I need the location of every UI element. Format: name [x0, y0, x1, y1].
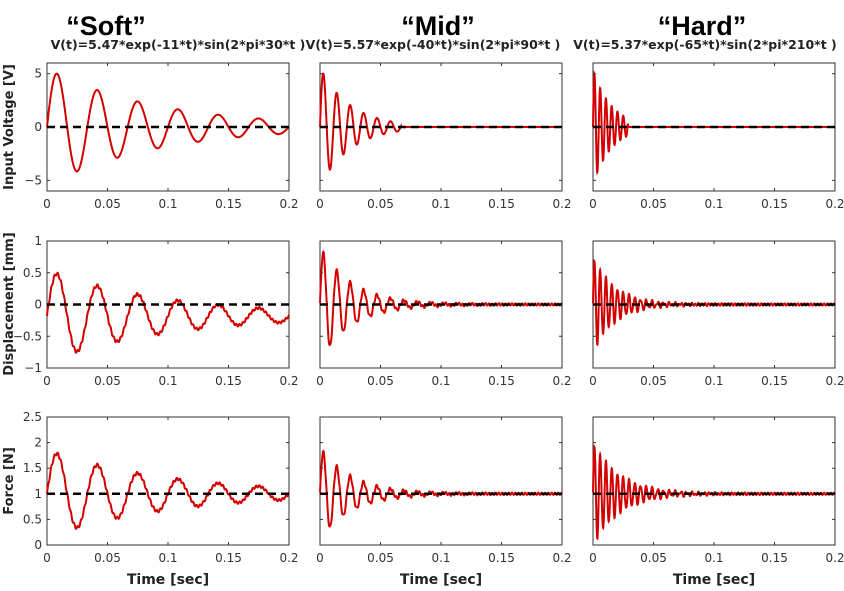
ylabel-force: Force [N]: [2, 447, 17, 515]
x-tick-label: 0.2: [279, 374, 298, 388]
panel-force-mid: 0 0.05 0.1 0.15 0.2: [316, 416, 572, 565]
formula-mid: V(t)=5.57*exp(-40*t)*sin(2*pi*90*t ): [306, 37, 561, 52]
plot-area: [46, 416, 290, 546]
panel-voltage-hard: 0 0.05 0.1 0.15 0.2: [589, 62, 844, 211]
panel-force-hard: 0 0.05 0.1 0.15 0.2: [589, 416, 844, 565]
x-tick-label: 0.1: [704, 197, 723, 211]
x-tick-label: 0: [316, 197, 324, 211]
signal-line: [46, 271, 290, 354]
y-tick-label: 0.5: [23, 266, 42, 280]
plot-area: [592, 416, 836, 546]
xlabel-mid: Time [sec]: [400, 572, 482, 588]
x-tick-label: 0.15: [488, 374, 515, 388]
x-tick-label: 0.2: [279, 197, 298, 211]
x-tick-label: 0.2: [552, 197, 571, 211]
panel-displacement-hard: 0 0.05 0.1 0.15 0.2: [589, 240, 844, 388]
column-title-hard: “Hard”: [658, 11, 747, 41]
x-tick-label: 0.05: [94, 551, 121, 565]
y-tick-label: 1.5: [23, 461, 42, 475]
formula-hard: V(t)=5.37*exp(-65*t)*sin(2*pi*210*t ): [573, 37, 836, 52]
x-tick-label: 0: [316, 551, 324, 565]
x-tick-label: 0.15: [215, 374, 242, 388]
y-tick-label: 1: [34, 234, 42, 248]
x-tick-label: 0.1: [158, 551, 177, 565]
x-tick-label: 0.1: [158, 374, 177, 388]
x-tick-label: 0.15: [215, 551, 242, 565]
x-tick-label: 0.1: [431, 551, 450, 565]
x-tick-label: 0.2: [552, 374, 571, 388]
x-tick-label: 0.05: [367, 374, 394, 388]
x-tick-label: 0.1: [158, 197, 177, 211]
ylabel-voltage: Input Voltage [V]: [2, 64, 17, 190]
y-tick-label: 0: [34, 120, 42, 134]
x-tick-label: 0.05: [94, 197, 121, 211]
plot-area: [319, 416, 563, 546]
x-tick-label: 0.05: [640, 551, 667, 565]
column-title-mid: “Mid”: [401, 11, 475, 41]
y-tick-label: 2: [34, 436, 42, 450]
x-tick-label: 0: [589, 551, 597, 565]
x-tick-label: 0.2: [825, 374, 844, 388]
x-tick-label: 0.05: [640, 197, 667, 211]
y-tick-label: 0.5: [23, 512, 42, 526]
y-tick-label: 0: [34, 538, 42, 552]
formula-soft: V(t)=5.47*exp(-11*t)*sin(2*pi*30*t ): [51, 37, 306, 52]
ylabel-displacement: Displacement [mm]: [2, 232, 17, 375]
xlabel-hard: Time [sec]: [673, 572, 755, 588]
y-tick-label: −5: [24, 173, 42, 187]
y-tick-label: 0: [34, 298, 42, 312]
panel-voltage-mid: 0 0.05 0.1 0.15 0.2: [316, 62, 572, 211]
x-tick-label: 0.05: [94, 374, 121, 388]
column-title-soft: “Soft”: [66, 11, 145, 41]
y-tick-label: −1: [24, 361, 42, 375]
xlabel-soft: Time [sec]: [127, 572, 209, 588]
x-tick-label: 0: [43, 197, 51, 211]
x-tick-label: 0: [43, 551, 51, 565]
x-tick-label: 0.15: [488, 197, 515, 211]
y-tick-label: −0.5: [13, 329, 42, 343]
x-tick-label: 0.05: [367, 197, 394, 211]
x-tick-label: 0.1: [431, 197, 450, 211]
y-tick-label: 1: [34, 487, 42, 501]
panel-voltage-soft: 0 0.05 0.1 0.15 0.2−505: [24, 62, 299, 211]
x-tick-label: 0: [589, 374, 597, 388]
y-tick-label: 5: [34, 67, 42, 81]
x-tick-label: 0.15: [761, 197, 788, 211]
x-tick-label: 0.05: [640, 374, 667, 388]
x-tick-label: 0.1: [704, 551, 723, 565]
x-tick-label: 0.2: [825, 551, 844, 565]
panel-force-soft: 0 0.05 0.1 0.15 0.2 0 0.5 1 1.5 2 2.5: [23, 410, 299, 565]
x-tick-label: 0: [43, 374, 51, 388]
x-tick-label: 0.1: [431, 374, 450, 388]
panel-displacement-soft: 0 0.05 0.1 0.15 0.2 −1 −0.5 0 0.5 1: [13, 234, 299, 388]
y-tick-label: 2.5: [23, 410, 42, 424]
x-tick-label: 0: [316, 374, 324, 388]
x-tick-label: 0.15: [761, 551, 788, 565]
x-tick-label: 0.1: [704, 374, 723, 388]
x-tick-label: 0: [589, 197, 597, 211]
x-tick-label: 0.15: [761, 374, 788, 388]
x-tick-label: 0.2: [825, 197, 844, 211]
x-tick-label: 0.05: [367, 551, 394, 565]
x-tick-label: 0.15: [215, 197, 242, 211]
x-tick-label: 0.2: [279, 551, 298, 565]
x-tick-label: 0.15: [488, 551, 515, 565]
x-tick-label: 0.2: [552, 551, 571, 565]
panel-displacement-mid: 0 0.05 0.1 0.15 0.2: [316, 240, 572, 388]
